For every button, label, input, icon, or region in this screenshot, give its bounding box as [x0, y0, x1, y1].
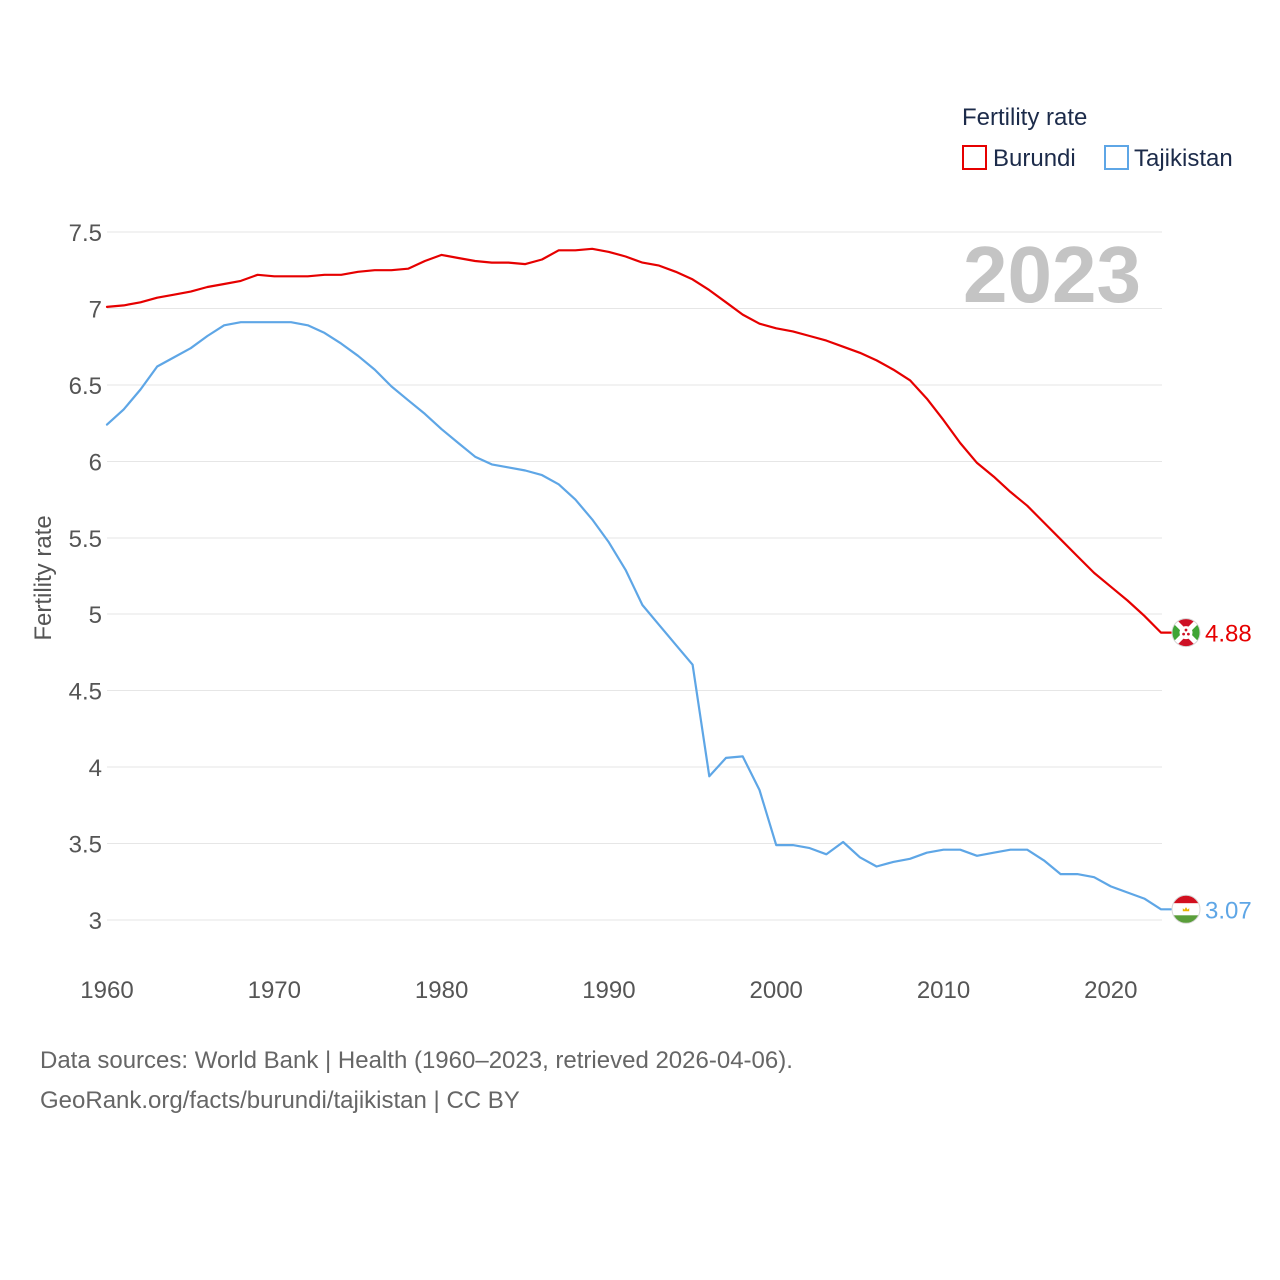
- x-tick-label: 1980: [415, 977, 468, 1004]
- flag-star: [1182, 632, 1185, 636]
- x-tick-label: 2010: [917, 977, 970, 1004]
- flag-ring: [1171, 618, 1201, 648]
- y-tick-label: 4: [89, 755, 102, 782]
- flag-green-stripe: [1172, 915, 1200, 924]
- y-axis: 3 3.5 4 4.5 5 5.5 6 6.5 7 7.5: [69, 220, 102, 935]
- credit-line: GeoRank.org/facts/burundi/tajikistan | C…: [40, 1087, 520, 1114]
- y-tick-label: 7: [89, 296, 102, 323]
- burundi-end-label: 4.88: [1205, 621, 1252, 648]
- footer: Data sources: World Bank | Health (1960–…: [40, 1047, 793, 1114]
- legend-item-tajikistan[interactable]: Tajikistan: [1104, 145, 1233, 172]
- legend: Fertility rate Burundi Tajikistan: [962, 104, 1233, 172]
- y-tick-label: 6: [89, 449, 102, 476]
- data-source-note: Data sources: World Bank | Health (1960–…: [40, 1047, 793, 1074]
- burundi-flag-icon: [1171, 618, 1201, 648]
- x-axis: 1960 1970 1980 1990 2000 2010 2020: [80, 977, 1137, 1004]
- y-tick-label: 6.5: [69, 373, 102, 400]
- series-lines: [105, 247, 1173, 911]
- y-axis-title: Fertility rate: [30, 515, 57, 640]
- tajikistan-end-label: 3.07: [1205, 897, 1252, 924]
- flag-ring: [1171, 894, 1201, 924]
- flag-star: [1184, 628, 1188, 632]
- legend-label-tajikistan: Tajikistan: [1134, 145, 1233, 172]
- gridlines: [107, 231, 1162, 921]
- legend-item-burundi[interactable]: Burundi: [962, 145, 1076, 172]
- x-tick-label: 1970: [248, 977, 301, 1004]
- y-tick-label: 4.5: [69, 679, 102, 706]
- burundi-flag-field: [1172, 618, 1200, 647]
- y-tick-label: 5.5: [69, 526, 102, 553]
- flag-crown: [1182, 907, 1190, 912]
- flag-center-disc: [1179, 626, 1193, 640]
- legend-swatch-burundi: [962, 145, 987, 170]
- y-tick-label: 7.5: [69, 220, 102, 247]
- y-tick-label: 5: [89, 602, 102, 629]
- legend-title: Fertility rate: [962, 104, 1087, 131]
- legend-label-burundi: Burundi: [993, 145, 1076, 172]
- x-tick-label: 2000: [750, 977, 803, 1004]
- legend-swatch-tajikistan: [1104, 145, 1129, 170]
- flag-star: [1187, 632, 1190, 636]
- x-tick-label: 1990: [582, 977, 635, 1004]
- flag-red-stripe: [1172, 895, 1200, 904]
- year-label: 2023: [963, 230, 1141, 319]
- tajikistan-flag-icon: [1171, 894, 1201, 924]
- tajikistan-flag-field: [1172, 895, 1200, 924]
- x-tick-label: 1960: [80, 977, 133, 1004]
- tajikistan-line: [105, 321, 1173, 911]
- burundi-line: [105, 247, 1173, 634]
- y-tick-label: 3.5: [69, 832, 102, 859]
- y-tick-label: 3: [89, 908, 102, 935]
- x-tick-label: 2020: [1084, 977, 1137, 1004]
